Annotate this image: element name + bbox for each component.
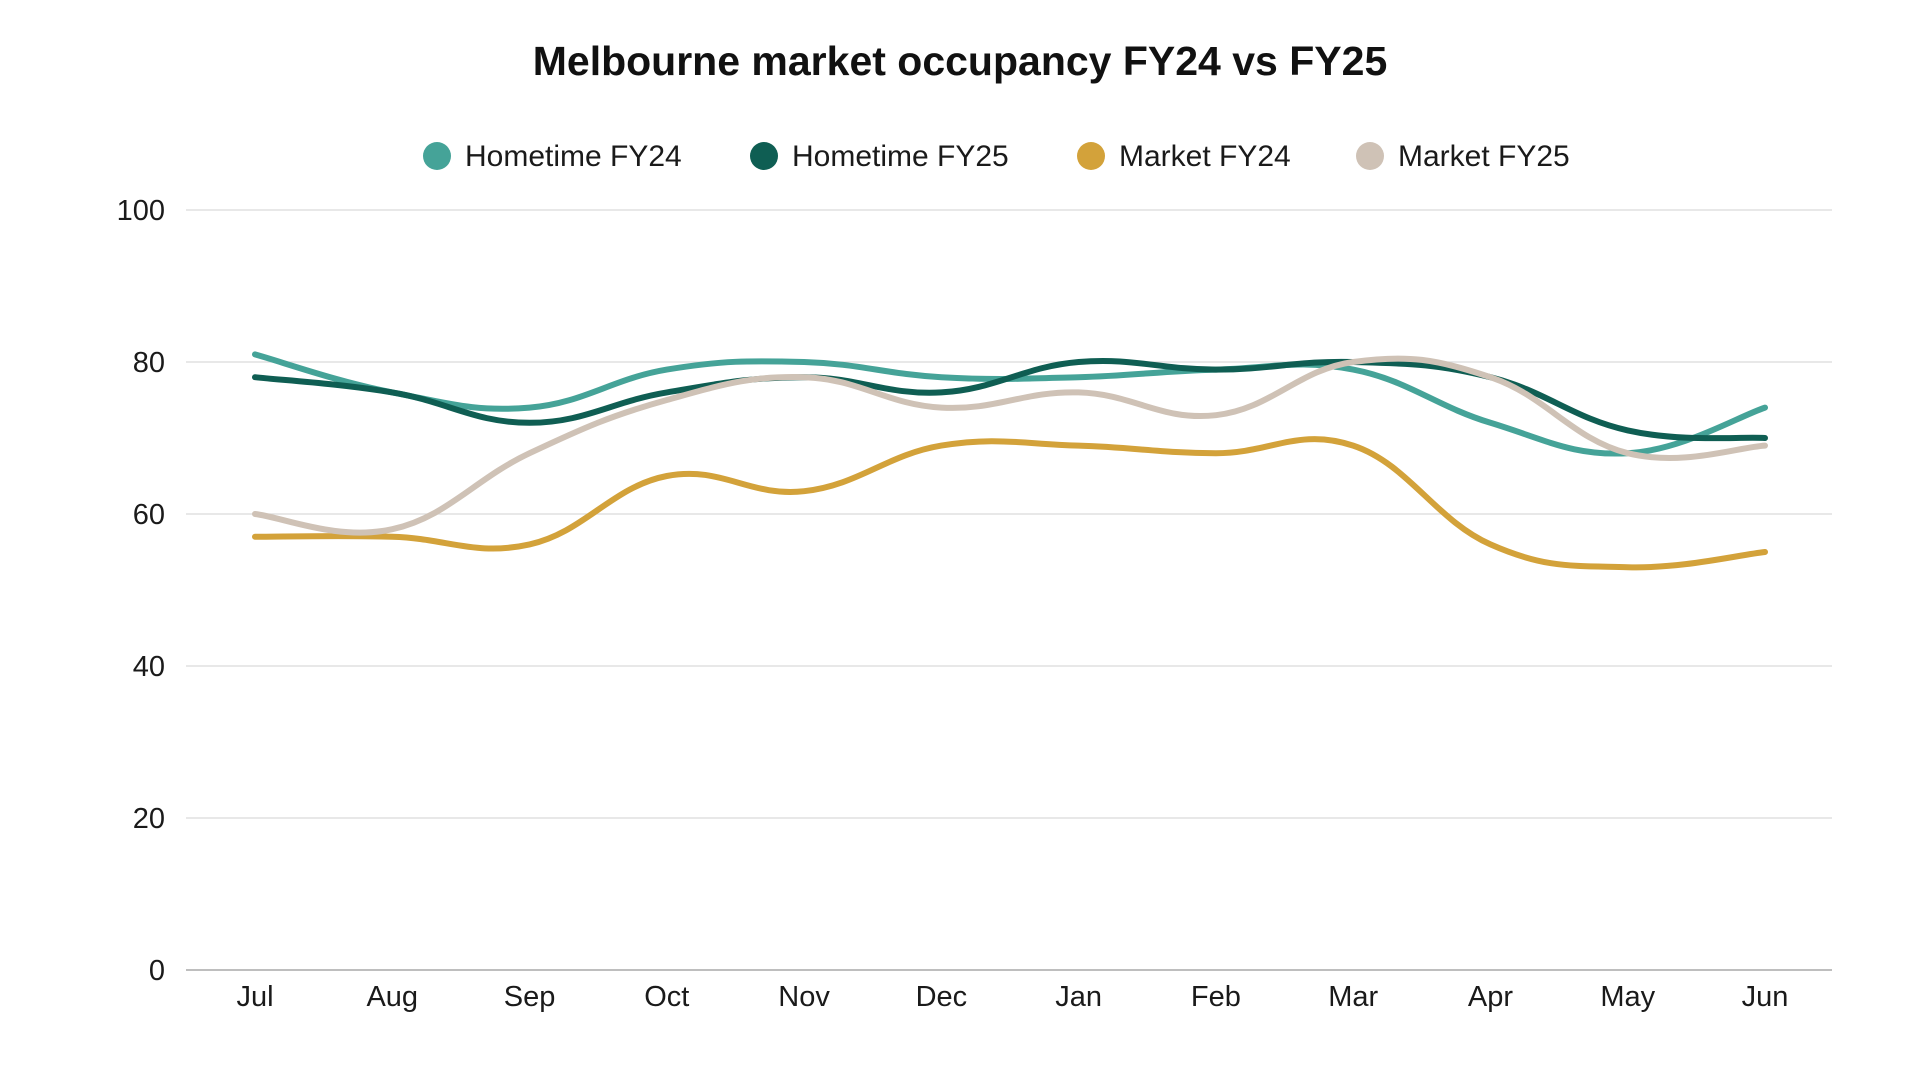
series-line-market-fy25	[252, 355, 1768, 536]
axes: 0 20 40 60 80 100 Jul Aug Sep Oct Nov Dec Jan Feb Mar A…	[117, 195, 1832, 1013]
legend-label: Market FY24	[1119, 140, 1291, 173]
y-tick-label: 60	[133, 499, 165, 531]
x-tick-label: Jun	[1742, 981, 1789, 1013]
legend-label: Hometime FY25	[792, 140, 1009, 173]
series-lines	[252, 351, 1768, 571]
x-tick-label: May	[1600, 981, 1655, 1013]
x-tick-label: Aug	[366, 981, 418, 1013]
x-tick-label: Nov	[778, 981, 830, 1013]
x-tick-label: Dec	[916, 981, 968, 1013]
x-tick-label: Jul	[236, 981, 273, 1013]
chart-title: Melbourne market occupancy FY24 vs FY25	[533, 38, 1388, 84]
x-tick-label: Feb	[1191, 981, 1241, 1013]
legend-swatch	[1356, 142, 1384, 170]
series-line-market-fy24	[252, 436, 1768, 571]
x-tick-label: Oct	[644, 981, 689, 1013]
y-tick-label: 20	[133, 803, 165, 835]
legend-label: Hometime FY24	[465, 140, 682, 173]
legend-swatch	[750, 142, 778, 170]
legend-swatch	[423, 142, 451, 170]
y-tick-label: 100	[117, 195, 165, 227]
y-tick-label: 0	[149, 955, 165, 987]
series-line-hometime-fy24	[252, 351, 1768, 457]
legend-label: Market FY25	[1398, 140, 1570, 173]
x-tick-label: Apr	[1468, 981, 1513, 1013]
legend: Hometime FY24 Hometime FY25 Market FY24 Mar…	[423, 140, 1570, 173]
y-tick-label: 80	[133, 347, 165, 379]
gridlines	[186, 209, 1832, 819]
legend-swatch	[1077, 142, 1105, 170]
legend-item: Hometime FY24	[423, 140, 682, 173]
legend-item: Market FY25	[1356, 140, 1570, 173]
legend-item: Hometime FY25	[750, 140, 1009, 173]
y-tick-label: 40	[133, 651, 165, 683]
x-tick-label: Mar	[1328, 981, 1378, 1013]
x-tick-label: Sep	[504, 981, 556, 1013]
x-tick-label: Jan	[1055, 981, 1102, 1013]
legend-item: Market FY24	[1077, 140, 1291, 173]
